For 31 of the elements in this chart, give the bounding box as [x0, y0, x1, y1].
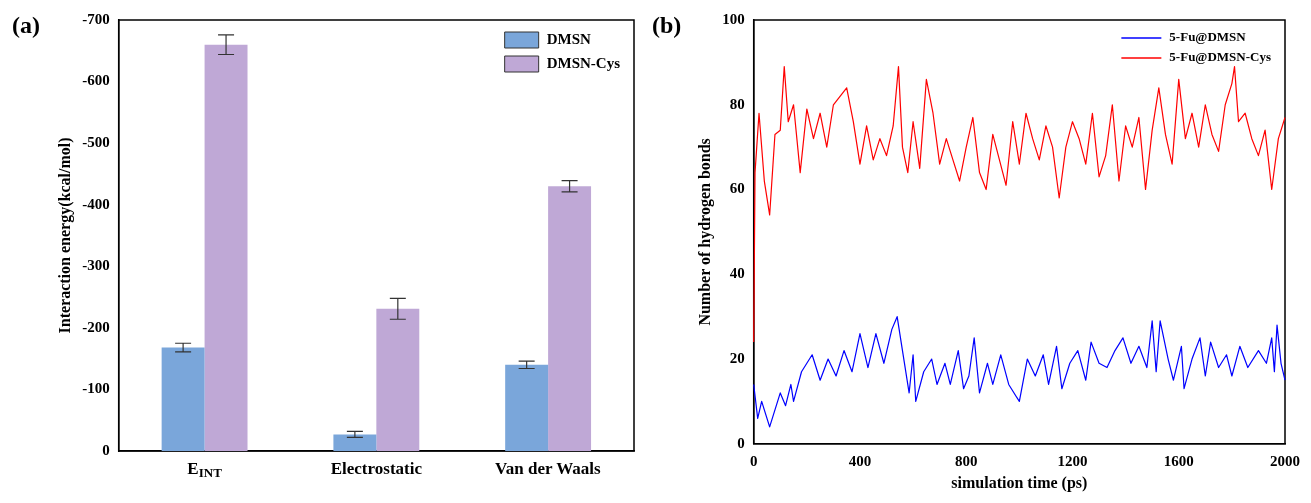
y-tick-label: -600: [82, 72, 110, 89]
y-tick-label: -100: [82, 380, 110, 397]
legend-label: DMSN: [546, 30, 591, 47]
y-tick-label: 0: [102, 441, 110, 458]
y-axis-title: Number of hydrogen bonds: [695, 138, 714, 326]
y-tick-label: -200: [82, 318, 110, 335]
y-tick-label: -700: [82, 10, 110, 27]
y-tick-label: -300: [82, 257, 110, 274]
y-tick-label: -500: [82, 134, 110, 151]
y-tick-label: 40: [729, 265, 745, 282]
y-tick-label: -400: [82, 195, 110, 212]
x-tick-label: 2000: [1270, 452, 1300, 469]
y-tick-label: 20: [729, 349, 745, 366]
legend-label: DMSN-Cys: [546, 54, 621, 71]
y-tick-label: 100: [722, 10, 745, 27]
x-tick-label: Electrostatic: [330, 458, 423, 478]
y-axis-title: Interaction energy(kcal/mol): [55, 137, 74, 334]
x-axis-title: simulation time (ps): [951, 473, 1088, 492]
x-tick-label: Van der Waals: [495, 458, 601, 478]
x-tick-label: 400: [848, 452, 872, 469]
x-tick-label: 800: [954, 452, 978, 469]
x-tick-label: 0: [749, 452, 758, 469]
legend-label: 5-Fu@DMSN: [1169, 29, 1247, 45]
text: (a): [12, 12, 40, 39]
x-tick-label: 1600: [1163, 452, 1194, 469]
text: (b): [652, 12, 682, 39]
legend-label: 5-Fu@DMSN-Cys: [1169, 49, 1272, 65]
y-tick-label: 60: [729, 180, 745, 197]
y-tick-label: 80: [729, 95, 745, 112]
x-tick-label: 1200: [1057, 452, 1088, 469]
y-tick-label: 0: [737, 434, 745, 451]
